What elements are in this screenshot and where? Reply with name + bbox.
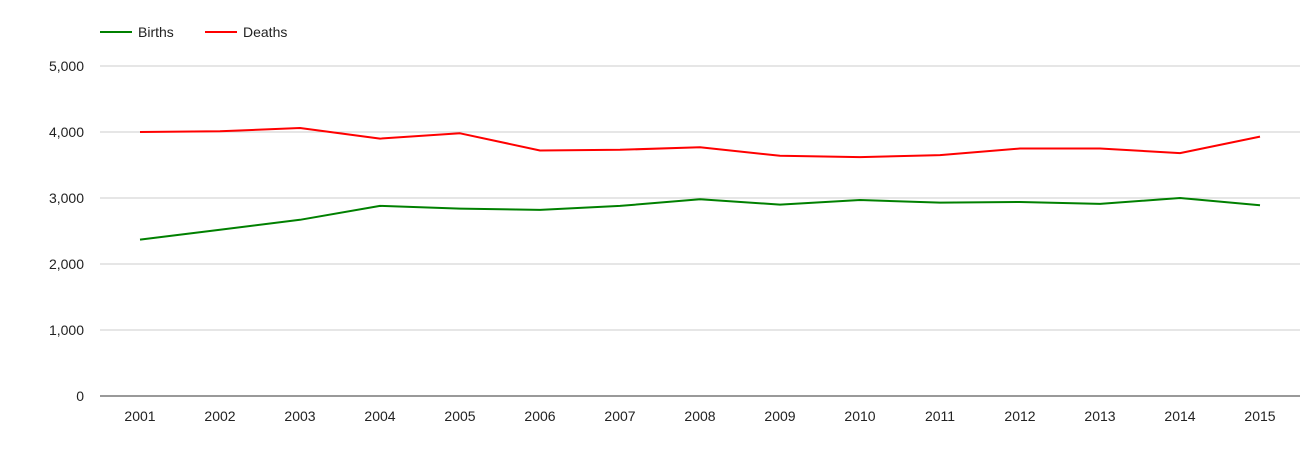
series-line-births xyxy=(139,197,1261,241)
gridlines xyxy=(100,65,1300,397)
x-tick-label: 2010 xyxy=(844,408,875,424)
x-tick-label: 2009 xyxy=(764,408,795,424)
legend-label: Births xyxy=(138,24,174,40)
legend-item-births: Births xyxy=(100,24,174,40)
x-tick-label: 2001 xyxy=(124,408,155,424)
series-line-deaths xyxy=(139,127,1261,159)
series-lines xyxy=(139,127,1261,241)
x-tick-label: 2013 xyxy=(1084,408,1115,424)
x-axis: 2001 2002 2003 2004 2005 2006 2007 2008 2009 2010… xyxy=(124,408,1275,424)
x-tick-label: 2006 xyxy=(524,408,555,424)
x-tick-label: 2008 xyxy=(684,408,715,424)
legend: Births Deaths xyxy=(100,24,287,40)
x-tick-label: 2007 xyxy=(604,408,635,424)
x-tick-label: 2012 xyxy=(1004,408,1035,424)
y-axis: 0 1,000 2,000 3,000 4,000 5,000 xyxy=(49,58,84,404)
y-tick-label: 3,000 xyxy=(49,190,84,206)
x-tick-label: 2003 xyxy=(284,408,315,424)
legend-label: Deaths xyxy=(243,24,287,40)
y-tick-label: 0 xyxy=(76,388,84,404)
y-tick-label: 5,000 xyxy=(49,58,84,74)
legend-item-deaths: Deaths xyxy=(205,24,287,40)
y-tick-label: 4,000 xyxy=(49,124,84,140)
y-tick-label: 2,000 xyxy=(49,256,84,272)
x-tick-label: 2004 xyxy=(364,408,395,424)
x-tick-label: 2011 xyxy=(925,408,955,424)
x-tick-label: 2002 xyxy=(204,408,235,424)
x-tick-label: 2005 xyxy=(444,408,475,424)
x-tick-label: 2014 xyxy=(1164,408,1195,424)
x-tick-label: 2015 xyxy=(1244,408,1275,424)
y-tick-label: 1,000 xyxy=(49,322,84,338)
